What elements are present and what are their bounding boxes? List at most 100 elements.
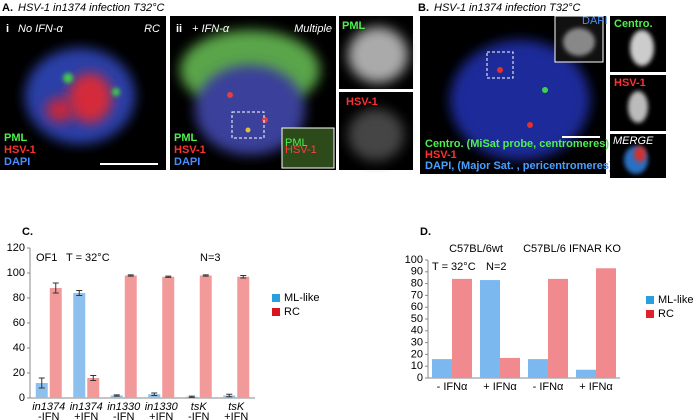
x-tick-label: in1330 [107, 401, 141, 413]
panel-title: HSV-1 in1374 infection T32°C [18, 2, 165, 14]
error-bar [151, 392, 158, 396]
spot [245, 127, 251, 133]
bar [432, 359, 452, 378]
error-bar [202, 274, 209, 277]
signal [634, 146, 646, 162]
cell [348, 109, 404, 161]
y-tick-label: 20 [411, 348, 423, 360]
x-tick-label: + IFNα [579, 381, 613, 393]
panel-letter: B. [418, 2, 429, 14]
x-tick-label: +IFN [74, 411, 98, 420]
bar [596, 268, 616, 378]
bar [237, 276, 250, 398]
x-tick-label: +IFN [224, 411, 248, 420]
channel-label: Centro. [614, 18, 653, 30]
y-tick-label: 20 [13, 367, 25, 379]
bar [49, 288, 62, 398]
legend-hsv: HSV-1 [425, 149, 457, 161]
spot [497, 67, 503, 73]
bar [124, 275, 137, 398]
legend-pml: PML [174, 132, 198, 144]
y-tick-label: 40 [13, 342, 25, 354]
legend-swatch [646, 296, 654, 304]
bar [528, 359, 548, 378]
y-tick-label: 90 [411, 266, 423, 278]
annotation: N=3 [200, 252, 221, 264]
nucleus [450, 40, 590, 160]
y-tick-label: 100 [7, 267, 25, 279]
bar [576, 369, 596, 378]
error-bar [240, 275, 247, 279]
tag: Multiple [294, 23, 332, 35]
legend-label: RC [658, 308, 674, 320]
panel-letter: A. [2, 2, 13, 14]
y-tick-label: 100 [405, 254, 423, 266]
y-tick-label: 120 [7, 242, 25, 254]
cell [25, 48, 135, 144]
x-tick-label: -IFN [38, 411, 59, 420]
bar [500, 357, 520, 378]
legend-pml: PML [4, 132, 28, 144]
group-label: C57BL/6 IFNAR KO [523, 243, 621, 255]
error-bar [127, 274, 134, 277]
inset [281, 127, 335, 169]
cell [180, 30, 320, 155]
pml [63, 73, 73, 83]
legend-dapi: DAPI, (Major Sat. , pericentromeres) [425, 160, 613, 172]
group-label: C57BL/6wt [449, 243, 503, 255]
inset-label: HSV-1 [285, 144, 317, 156]
x-tick-label: tsK [228, 401, 245, 413]
legend-swatch [272, 294, 280, 302]
y-tick-label: 80 [411, 278, 423, 290]
y-tick-label: 80 [13, 292, 25, 304]
panel-letter: D. [420, 226, 431, 238]
y-tick-label: 40 [411, 325, 423, 337]
spot [262, 117, 268, 123]
legend-dapi: DAPI [4, 156, 30, 168]
y-tick-label: 10 [411, 360, 423, 372]
x-tick-label: in1374 [70, 401, 103, 413]
error-bar [38, 377, 45, 389]
bar [548, 278, 568, 378]
bar [162, 276, 175, 398]
legend-label: ML-like [658, 294, 693, 306]
error-bar [188, 395, 195, 398]
channel-label: MERGE [613, 135, 654, 147]
panel-letter: C. [22, 226, 33, 238]
bar [87, 378, 100, 398]
annotation: T = 32°C [66, 252, 110, 264]
cell [348, 27, 408, 83]
signal [630, 30, 654, 66]
x-tick-label: - IFNα [437, 381, 468, 393]
signal [628, 91, 648, 123]
bar [148, 394, 161, 398]
zoom-box [231, 111, 265, 139]
legend-dapi: DAPI [174, 156, 200, 168]
channel-label: HSV-1 [614, 77, 646, 89]
legend-swatch [646, 310, 654, 318]
error-bar [165, 275, 172, 278]
legend-centro: Centro. (MiSat probe, centromeres) [425, 138, 609, 150]
bar [452, 278, 472, 378]
x-tick-label: - IFNα [533, 381, 564, 393]
panel-title: HSV-1 in1374 infection T32°C [434, 2, 581, 14]
condition: + IFN-α [192, 23, 230, 35]
inset-label: PML [285, 137, 308, 149]
panel-num: ii [176, 23, 182, 35]
legend-hsv: HSV-1 [174, 144, 206, 156]
y-tick-label: 50 [411, 313, 423, 325]
bar [73, 293, 86, 398]
x-tick-label: +IFN [149, 411, 173, 420]
channel-label: PML [342, 20, 366, 32]
legend-label: ML-like [284, 292, 319, 304]
channel-label: HSV-1 [346, 96, 378, 108]
legend-label: RC [284, 306, 300, 318]
legend-swatch [272, 308, 280, 316]
spot [527, 122, 533, 128]
spot [227, 92, 233, 98]
y-tick-label: 60 [411, 301, 423, 313]
bar [199, 275, 212, 398]
tag: RC [144, 23, 160, 35]
zoom-box [486, 51, 514, 79]
